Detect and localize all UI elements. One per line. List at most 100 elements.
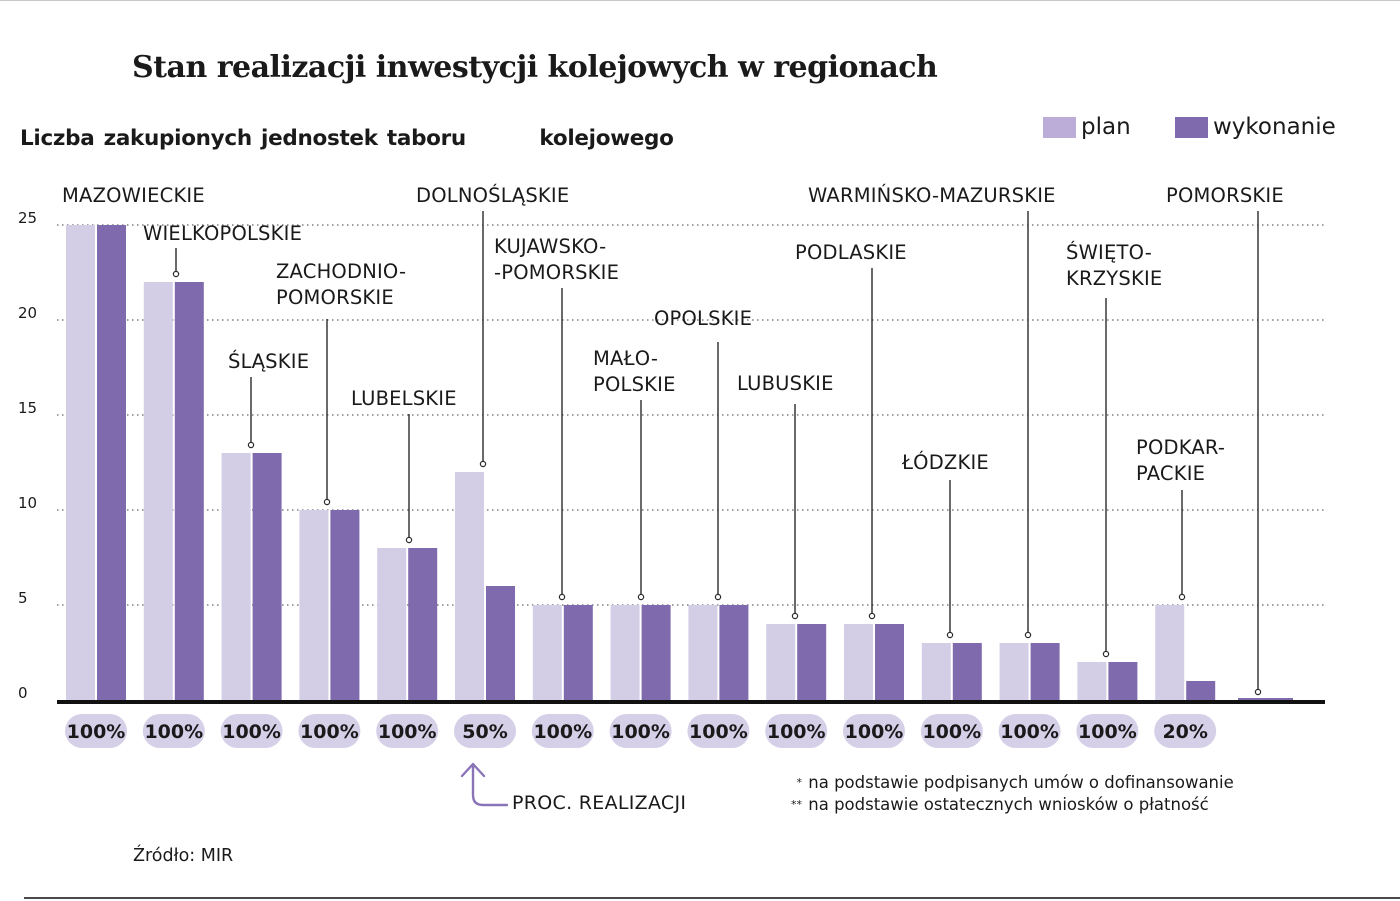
leader-dot-11 [946,631,954,639]
percent-label-14: 20% [1162,721,1207,743]
region-label-2: ŚLĄSKIE [228,349,309,373]
percent-pill-3 [298,714,361,748]
percent-pill-10 [843,714,905,748]
region-label-3: ZACHODNIO-POMORSKIE [276,260,406,309]
percent-arrow-icon [460,762,509,807]
legend-label-wykonanie: wykonanie [1213,114,1336,140]
percent-pill-14 [1154,714,1217,748]
percent-label-13: 100% [1078,721,1137,743]
bar-wykonanie-2 [252,453,282,700]
percent-pill-8 [687,714,750,748]
chart-subtitle: Liczba zakupionych jednostek taboru kole… [20,126,674,151]
bar-plan-10 [844,624,873,700]
bar-wykonanie-10 [875,624,904,700]
percent-label-1: 100% [144,721,203,743]
percent-pill-7 [609,714,672,748]
leader-dot-1 [172,270,180,278]
bottom-rule [24,897,1400,899]
bar-wykonanie-3 [330,510,360,700]
percent-label-12: 100% [1000,721,1059,743]
leader-dot-8 [714,593,722,601]
bar-plan-7 [610,605,640,700]
percent-label-8: 100% [689,721,748,743]
y-tick-25: 25 [18,209,37,227]
bar-plan-9 [766,624,796,700]
percent-pill-13 [1076,714,1139,748]
y-tick-20: 20 [18,304,37,322]
percent-label-0: 100% [67,721,126,743]
region-label-6: KUJAWSKO--POMORSKIE [494,235,619,284]
percent-pill-1 [142,714,205,748]
leader-dot-14 [1178,593,1186,601]
percent-pill-6 [531,714,594,748]
percent-label-11: 100% [922,721,981,743]
leader-dot-10 [868,612,876,620]
legend-item-plan: plan [1043,112,1131,142]
leader-dot-9 [791,612,799,620]
region-label-1: WIELKOPOLSKIE [143,222,302,245]
bar-plan-3 [299,510,329,700]
bar-wykonanie-8 [719,605,749,700]
x-axis-baseline [57,700,1325,704]
bar-wykonanie-13 [1108,662,1138,700]
region-label-0: MAZOWIECKIE [62,184,205,207]
bar-wykonanie-5 [486,586,515,700]
bar-wykonanie-0 [97,225,126,700]
legend-item-wykonanie: wykonanie [1175,112,1336,142]
bar-plan-14 [1155,605,1185,700]
leader-dot-15 [1254,688,1262,696]
bar-wykonanie-9 [797,624,827,700]
bar-plan-5 [455,472,484,700]
region-label-4: LUBELSKIE [351,387,457,410]
footnote-2: ** na podstawie ostatecznych wniosków o … [791,795,1209,814]
y-tick-10: 10 [18,494,37,512]
percent-label-6: 100% [533,721,592,743]
leader-dot-3 [323,498,331,506]
percent-label-5: 50% [462,721,507,743]
bar-plan-1 [143,282,173,700]
percent-arrow-label: PROC. REALIZACJI [512,792,687,814]
region-label-15: POMORSKIE [1166,184,1284,207]
leader-dot-2 [247,441,255,449]
source-note: Źródło: MIR [133,846,234,866]
region-label-10: PODLASKIE [795,241,907,264]
bar-plan-13 [1077,662,1107,700]
region-label-7: MAŁO-POLSKIE [593,347,676,396]
percent-label-3: 100% [300,721,359,743]
percent-pill-4 [376,714,439,748]
percent-pill-9 [765,714,828,748]
legend-swatch-wykonanie [1175,116,1208,138]
leader-dot-7 [637,593,645,601]
legend-label-plan: plan [1081,114,1131,140]
leader-dot-13 [1102,650,1110,658]
footnote-1: * na podstawie podpisanych umów o dofina… [796,773,1234,792]
region-label-11: ŁÓDZKIE [901,450,989,474]
y-tick-0: 0 [18,684,28,702]
region-label-13: ŚWIĘTO-KRZYSKIE [1066,240,1162,290]
leader-dot-5 [479,460,487,468]
y-tick-15: 15 [18,399,37,417]
bar-wykonanie-12 [1030,643,1060,700]
percent-label-10: 100% [845,721,904,743]
leader-dot-6 [558,593,566,601]
percent-pill-5 [454,714,516,748]
region-label-9: LUBUSKIE [737,372,834,395]
bar-plan-8 [688,605,718,700]
legend-swatch-plan [1043,116,1076,138]
bar-plan-4 [377,548,407,700]
bar-wykonanie-7 [641,605,671,700]
bar-empty-15 [1238,698,1293,700]
bar-wykonanie-6 [563,605,593,700]
bar-wykonanie-1 [174,282,204,700]
leader-dot-4 [405,536,413,544]
bar-wykonanie-14 [1186,681,1216,700]
percent-label-9: 100% [767,721,826,743]
bar-wykonanie-11 [952,643,982,700]
footnotes: * na podstawie podpisanych umów o dofina… [780,772,1234,816]
percent-pill-12 [998,714,1061,748]
bar-plan-2 [221,453,251,700]
leader-dot-12 [1024,631,1032,639]
region-label-5: DOLNOŚLĄSKIE [416,183,569,207]
bar-plan-12 [999,643,1029,700]
